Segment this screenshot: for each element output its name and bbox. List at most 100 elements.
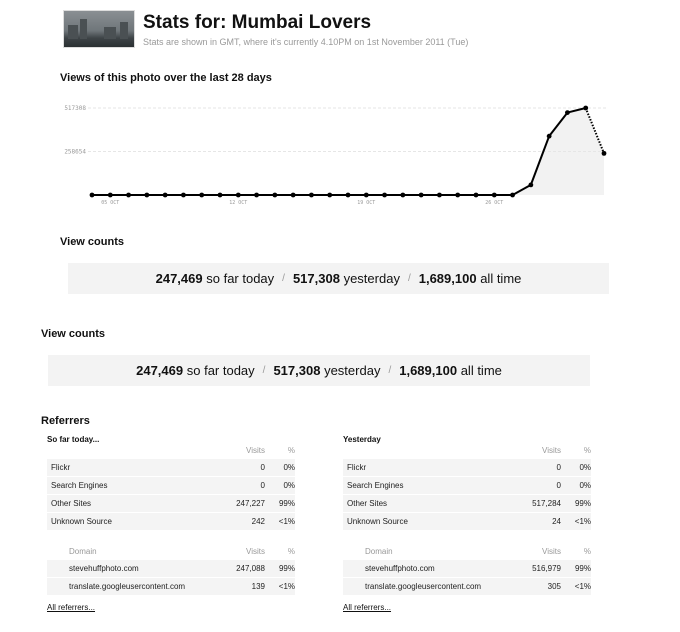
source-pct: 0% — [265, 476, 295, 495]
data-point — [217, 192, 223, 198]
source-visits: 242 — [207, 512, 265, 531]
source-name: Flickr — [47, 458, 207, 477]
today-domains-table: Domain Visits% stevehuffphoto.com 247,088 9… — [47, 544, 295, 596]
source-visits: 247,227 — [207, 494, 265, 513]
view-counts-heading: View counts — [60, 236, 124, 248]
domain-col-header: Domain — [343, 544, 503, 560]
source-name: Search Engines — [343, 476, 503, 495]
table-row: Other Sites 247,227 99% — [47, 494, 295, 513]
table-row: Flickr 0 0% — [47, 458, 295, 477]
all-time-count: 1,689,100 — [399, 363, 458, 378]
series-line-segment — [567, 107, 586, 114]
separator: / — [407, 273, 411, 284]
today-label: so far today — [206, 271, 275, 286]
y-tick-label: 517308 — [64, 105, 86, 112]
source-visits: 24 — [503, 512, 561, 531]
today-count: 247,469 — [136, 363, 184, 378]
source-pct: 0% — [561, 458, 591, 477]
all-time-label: all time — [460, 363, 502, 378]
domain-col-header: Domain — [47, 544, 207, 560]
pct-col-header: % — [265, 443, 295, 459]
data-point — [254, 192, 259, 198]
yesterday-referrers-title: Yesterday — [343, 435, 381, 444]
source-name: Search Engines — [47, 476, 207, 495]
page-title: Stats for: Mumbai Lovers — [143, 12, 372, 33]
all-referrers-link[interactable]: All referrers... — [47, 603, 96, 612]
series-line-segment — [529, 135, 551, 186]
table-row: Unknown Source 242 <1% — [47, 512, 295, 531]
pct-col-header: % — [561, 443, 591, 459]
domain-link[interactable]: translate.googleusercontent.com — [47, 577, 207, 596]
data-point — [473, 192, 479, 198]
pct-col-header: % — [265, 544, 295, 560]
chart-area-fill — [92, 108, 604, 195]
source-pct: <1% — [561, 512, 591, 531]
data-point — [510, 192, 515, 198]
all-time-count: 1,689,100 — [418, 271, 477, 286]
separator: / — [262, 365, 266, 376]
data-point — [272, 192, 278, 198]
domain-visits: 516,979 — [503, 559, 561, 578]
yesterday-count: 517,308 — [292, 271, 340, 286]
photo-thumbnail[interactable] — [63, 10, 135, 48]
data-point — [382, 192, 387, 198]
source-visits: 0 — [503, 458, 561, 477]
data-point — [363, 192, 369, 198]
views-line-chart: 517308 258654 05 OCT 12 OCT 19 OCT 26 OCT — [64, 105, 608, 206]
data-point — [546, 133, 552, 139]
source-pct: 99% — [561, 494, 591, 513]
pct-col-header: % — [561, 544, 591, 560]
source-name: Other Sites — [343, 494, 503, 513]
separator: / — [282, 273, 285, 284]
domain-link[interactable]: translate.googleusercontent.com — [343, 577, 503, 596]
separator: / — [388, 365, 392, 376]
domain-pct: 99% — [561, 559, 591, 578]
table-row: translate.googleusercontent.com 305 <1% — [343, 577, 591, 596]
visits-col-header: Visits — [207, 443, 265, 459]
series-line-segment — [584, 107, 605, 154]
today-count: 247,469 — [155, 271, 203, 286]
source-visits: 0 — [503, 476, 561, 495]
data-point — [126, 192, 131, 198]
x-tick-label: 12 OCT — [229, 200, 247, 206]
yesterday-label: yesterday — [343, 271, 400, 286]
data-point — [181, 192, 186, 198]
series-line-segment — [512, 184, 532, 196]
source-pct: 99% — [265, 494, 295, 513]
data-point — [400, 192, 406, 198]
data-point — [235, 192, 241, 198]
data-point — [144, 192, 150, 198]
data-point — [455, 192, 461, 198]
domain-link[interactable]: stevehuffphoto.com — [343, 559, 503, 578]
source-visits: 0 — [207, 458, 265, 477]
visits-col-header: Visits — [503, 443, 561, 459]
yesterday-referrers-table: Visits% Flickr 0 0% Search Engines 0 0% Othe… — [343, 443, 591, 531]
all-time-label: all time — [480, 271, 522, 286]
domain-visits: 139 — [207, 577, 265, 596]
table-row: stevehuffphoto.com 247,088 99% — [47, 559, 295, 578]
data-point — [290, 192, 296, 198]
source-pct: 0% — [265, 458, 295, 477]
table-row: Search Engines 0 0% — [343, 476, 591, 495]
data-point — [437, 192, 442, 198]
view-counts-heading: View counts — [41, 328, 105, 340]
table-row: Other Sites 517,284 99% — [343, 494, 591, 513]
data-point — [162, 192, 168, 198]
source-name: Unknown Source — [47, 512, 207, 531]
all-referrers-link[interactable]: All referrers... — [343, 603, 392, 612]
table-row: stevehuffphoto.com 516,979 99% — [343, 559, 591, 578]
yesterday-domains-table: Domain Visits% stevehuffphoto.com 516,979 9… — [343, 544, 591, 596]
data-point — [418, 192, 424, 198]
today-label: so far today — [186, 363, 255, 378]
data-point — [583, 105, 589, 111]
data-point — [491, 192, 497, 198]
series-line-segment — [548, 111, 569, 137]
domain-link[interactable]: stevehuffphoto.com — [47, 559, 207, 578]
view-counts-bar: 247,469 so far today / 517,308 yesterday… — [48, 355, 590, 386]
visits-col-header: Visits — [207, 544, 265, 560]
data-point — [528, 182, 534, 188]
yesterday-count: 517,308 — [273, 363, 321, 378]
view-counts-bar: 247,469 so far today / 517,308 yesterday… — [68, 263, 609, 294]
table-row: Unknown Source 24 <1% — [343, 512, 591, 531]
data-point — [601, 150, 607, 156]
